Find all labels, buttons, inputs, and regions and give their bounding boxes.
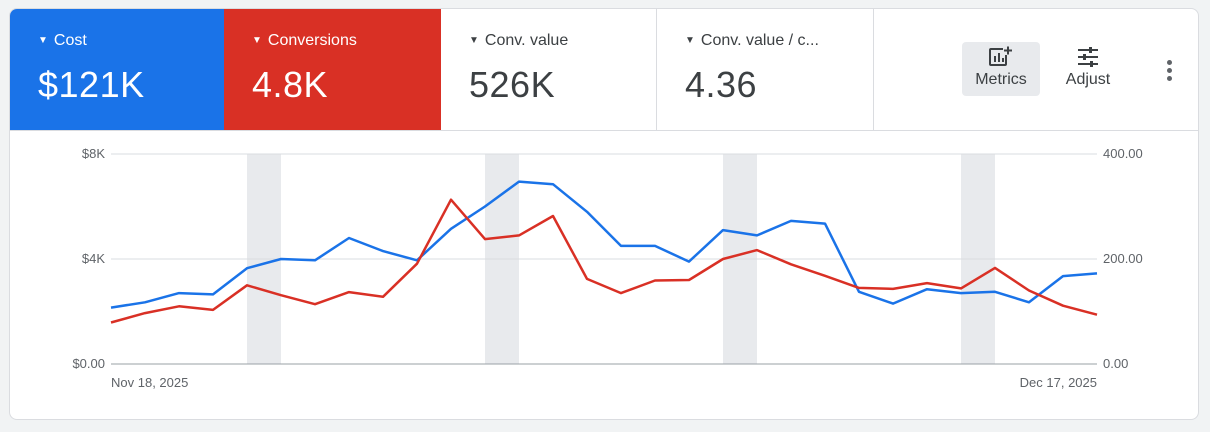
y-left-tick-label: $4K bbox=[82, 251, 105, 266]
adjust-label: Adjust bbox=[1065, 71, 1111, 88]
scorecard-label: Conversions bbox=[267, 32, 357, 49]
scorecard-value: 4.36 bbox=[685, 64, 758, 105]
dropdown-triangle-icon: ▼ bbox=[252, 35, 262, 46]
scorecard-conv-value[interactable]: ▼ Conv. value 526K bbox=[441, 9, 657, 130]
metrics-label: Metrics bbox=[975, 71, 1027, 88]
scorecard-row: ▼ Cost $121K ▼ Conversions 4.8K ▼ Conv. val… bbox=[10, 9, 1198, 131]
scorecard-conversions[interactable]: ▼ Conversions 4.8K bbox=[224, 9, 441, 130]
performance-card: ▼ Cost $121K ▼ Conversions 4.8K ▼ Conv. val… bbox=[9, 8, 1199, 420]
line-chart: $0.00 $4K $8K 0.00 200.00 400.00 Nov 18, 202… bbox=[72, 146, 1143, 390]
adjust-button[interactable]: Adjust bbox=[1049, 42, 1127, 96]
scorecard-label: Conv. value / c... bbox=[700, 32, 819, 49]
dropdown-triangle-icon: ▼ bbox=[685, 35, 695, 46]
more-options-icon[interactable] bbox=[1156, 55, 1182, 85]
y-left-tick-label: $8K bbox=[82, 146, 105, 161]
scorecard-cost[interactable]: ▼ Cost $121K bbox=[10, 9, 224, 130]
metrics-icon bbox=[962, 44, 1040, 70]
y-axis-left: $0.00 $4K $8K bbox=[72, 146, 105, 371]
metrics-button[interactable]: Metrics bbox=[962, 42, 1040, 96]
scorecard-value: 526K bbox=[469, 64, 556, 105]
y-right-tick-label: 200.00 bbox=[1103, 251, 1143, 266]
chart-tools: Metrics Adjust bbox=[873, 9, 1198, 130]
y-left-tick-label: $0.00 bbox=[72, 356, 105, 371]
adjust-sliders-icon bbox=[1049, 44, 1127, 70]
series-line-conversions bbox=[110, 198, 1098, 324]
x-axis-start-label: Nov 18, 2025 bbox=[111, 375, 188, 390]
scorecard-label: Cost bbox=[53, 32, 87, 49]
dropdown-triangle-icon: ▼ bbox=[38, 35, 48, 46]
dropdown-triangle-icon: ▼ bbox=[469, 35, 479, 46]
y-right-tick-label: 400.00 bbox=[1103, 146, 1143, 161]
y-right-tick-label: 0.00 bbox=[1103, 356, 1128, 371]
chart-series bbox=[110, 180, 1098, 324]
scorecard-conv-value-per-cost[interactable]: ▼ Conv. value / c... 4.36 bbox=[657, 9, 874, 130]
y-axis-right: 0.00 200.00 400.00 bbox=[1103, 146, 1143, 371]
scorecard-value: $121K bbox=[38, 64, 145, 105]
series-line-cost bbox=[110, 180, 1098, 309]
scorecard-label: Conv. value bbox=[484, 32, 569, 49]
gridlines bbox=[111, 153, 1097, 365]
x-axis-end-label: Dec 17, 2025 bbox=[1020, 375, 1097, 390]
scorecard-value: 4.8K bbox=[252, 64, 329, 105]
